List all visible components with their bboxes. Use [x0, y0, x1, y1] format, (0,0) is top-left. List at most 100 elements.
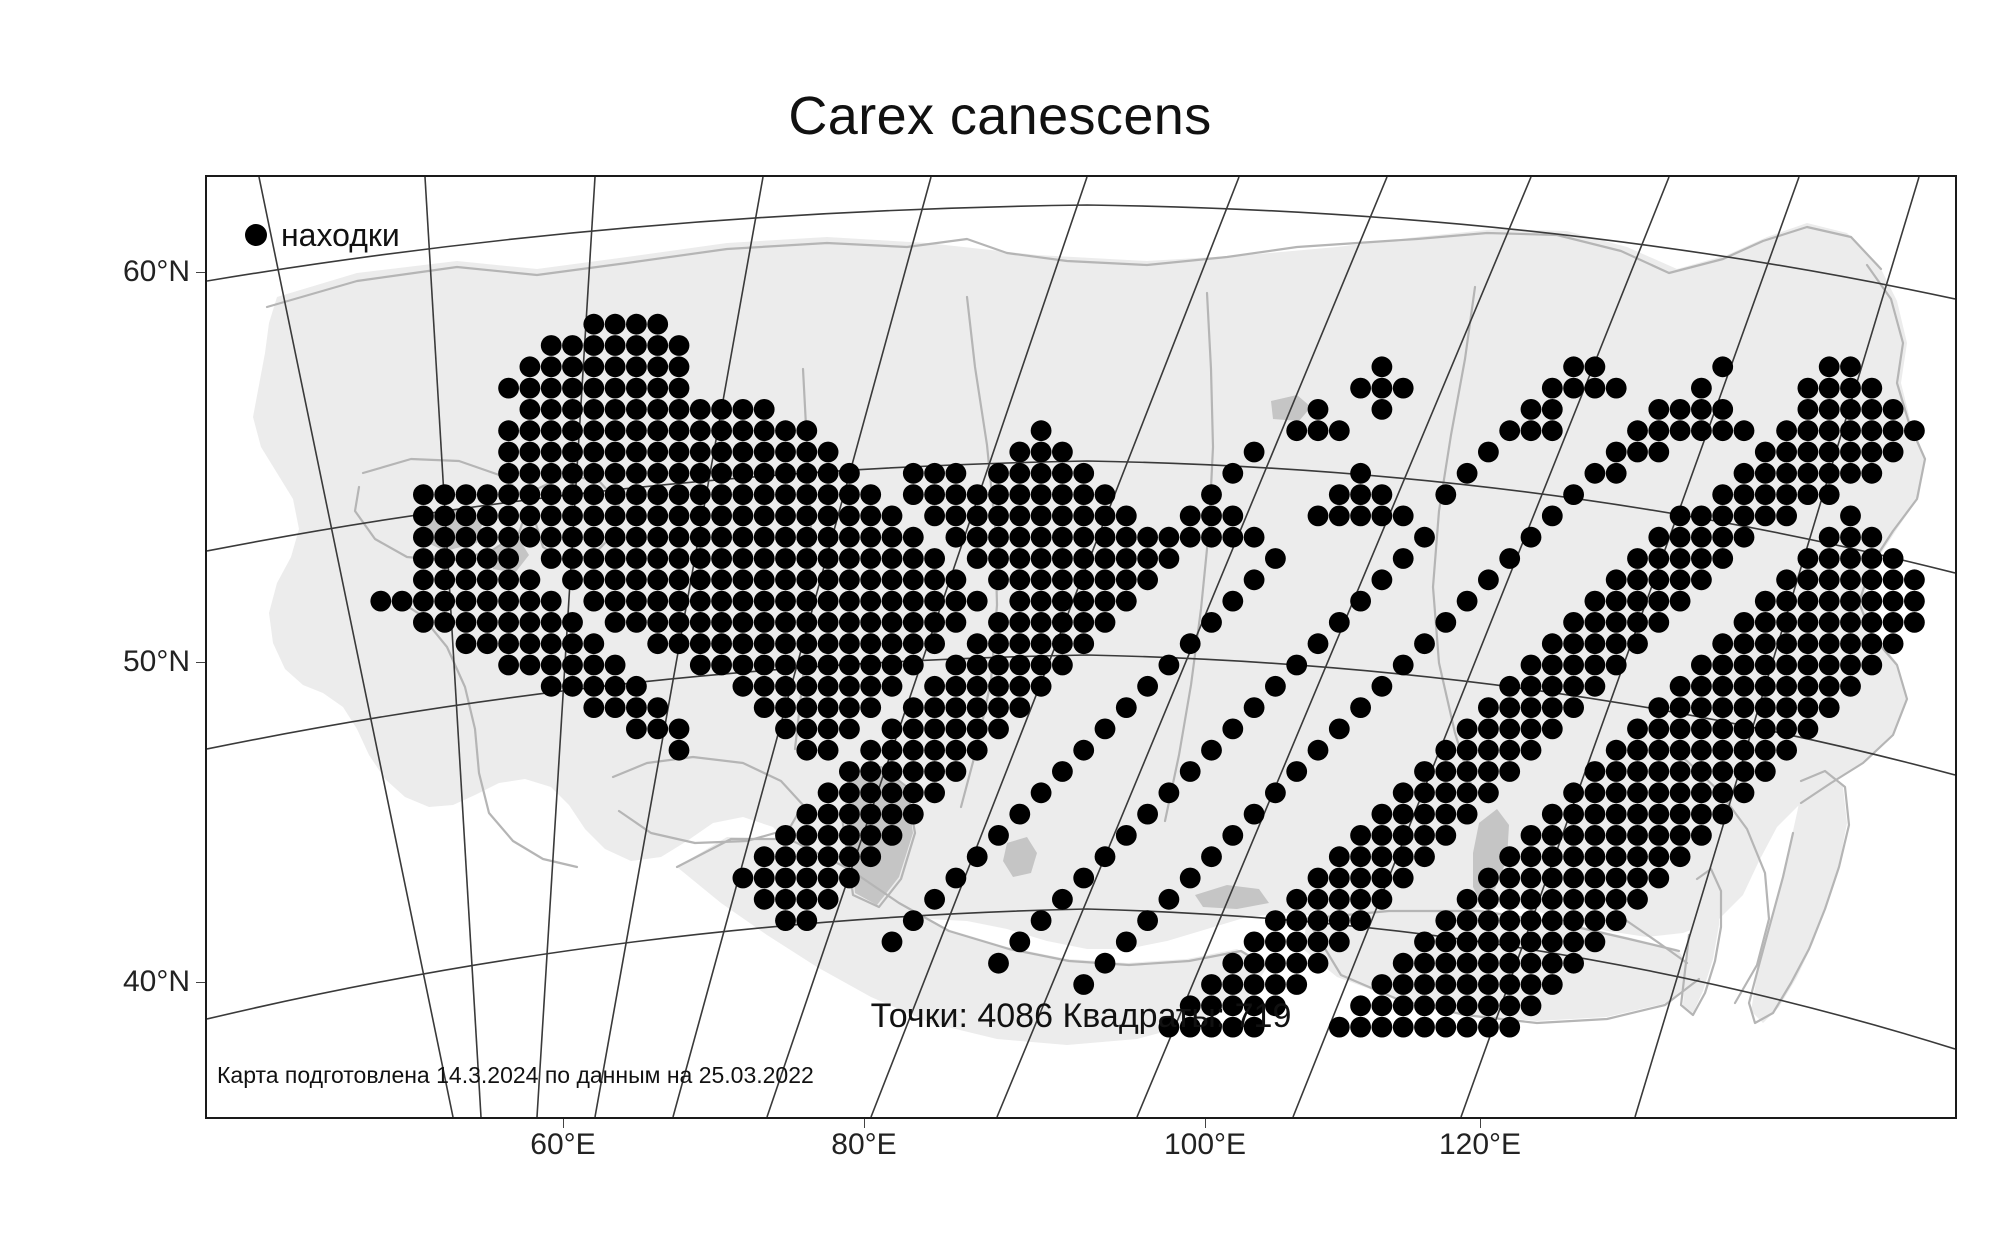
occurrence-dot: [1520, 825, 1542, 846]
occurrence-dot: [1414, 1016, 1435, 1038]
occurrence-dot: [839, 612, 860, 633]
occurrence-dot: [1882, 548, 1904, 569]
occurrence-dot: [604, 377, 626, 399]
occurrence-dot: [1691, 399, 1712, 420]
occurrence-dot: [711, 633, 732, 655]
occurrence-dot: [1052, 590, 1073, 612]
occurrence-dot: [1286, 910, 1308, 931]
occurrence-dot: [498, 420, 519, 442]
occurrence-dot: [1627, 888, 1648, 910]
occurrence-dot: [775, 910, 796, 931]
occurrence-dot: [839, 846, 860, 868]
occurrence-dot: [1776, 484, 1797, 505]
occurrence-dot: [626, 377, 647, 399]
occurrence-dot: [796, 505, 818, 527]
occurrence-dot: [583, 548, 605, 569]
occurrence-dot: [1754, 441, 1776, 463]
occurrence-dot: [817, 548, 839, 569]
occurrence-dot: [1563, 377, 1584, 399]
occurrence-dot: [519, 462, 541, 484]
occurrence-dot: [1904, 420, 1925, 442]
occurrence-dot: [1605, 867, 1627, 889]
occurrence-dot: [732, 462, 754, 484]
occurrence-dot: [1563, 846, 1584, 868]
occurrence-dot: [924, 697, 945, 718]
occurrence-dot: [1009, 633, 1031, 655]
occurrence-dot: [1627, 718, 1648, 740]
occurrence-dot: [1541, 399, 1563, 420]
occurrence-dot: [945, 739, 967, 761]
occurrence-dot: [540, 675, 562, 697]
occurrence-dot: [1754, 484, 1776, 505]
occurrence-dot: [647, 399, 669, 420]
occurrence-dot: [604, 548, 626, 569]
occurrence-dot: [988, 952, 1009, 974]
occurrence-dot: [1627, 846, 1648, 868]
occurrence-dot: [1648, 761, 1670, 782]
occurrence-dot: [839, 569, 860, 591]
occurrence-dot: [455, 633, 477, 655]
occurrence-dot: [1584, 910, 1606, 931]
occurrence-dot: [1861, 441, 1883, 463]
occurrence-dot: [1754, 633, 1776, 655]
occurrence-dot: [1137, 910, 1158, 931]
occurrence-dot: [796, 739, 818, 761]
occurrence-dot: [1435, 761, 1457, 782]
occurrence-dot: [434, 612, 456, 633]
occurrence-dot: [860, 590, 882, 612]
occurrence-dot: [796, 420, 818, 442]
occurrence-dot: [1648, 803, 1670, 825]
occurrence-dot: [1414, 803, 1435, 825]
occurrence-dot: [1818, 569, 1840, 591]
occurrence-dot: [647, 356, 669, 378]
occurrence-dot: [1712, 548, 1734, 569]
occurrence-dot: [924, 888, 945, 910]
occurrence-dot: [1776, 462, 1797, 484]
occurrence-dot: [1243, 803, 1265, 825]
occurrence-dot: [817, 803, 839, 825]
occurrence-dot: [1435, 612, 1457, 633]
occurrence-dot: [1435, 952, 1457, 974]
occurrence-dot: [1222, 974, 1244, 995]
occurrence-dot: [1435, 782, 1457, 804]
occurrence-dot: [604, 441, 626, 463]
occurrence-dot: [689, 484, 711, 505]
occurrence-dot: [1392, 952, 1414, 974]
occurrence-dot: [753, 441, 775, 463]
occurrence-dot: [583, 697, 605, 718]
occurrence-dot: [519, 590, 541, 612]
occurrence-dot: [498, 612, 519, 633]
occurrence-dot: [1712, 739, 1734, 761]
occurrence-dot: [626, 590, 647, 612]
occurrence-dot: [1733, 484, 1755, 505]
occurrence-dot: [1478, 761, 1499, 782]
occurrence-dot: [1797, 377, 1819, 399]
occurrence-dot: [1861, 526, 1883, 548]
occurrence-dot: [1307, 867, 1329, 889]
occurrence-dot: [1030, 484, 1052, 505]
occurrence-dot: [775, 697, 796, 718]
occurrence-dot: [1541, 846, 1563, 868]
occurrence-dot: [711, 505, 732, 527]
map-plot-area[interactable]: находки Точки: 4086 Квадраты: 719 Карта …: [205, 175, 1957, 1119]
occurrence-dot: [902, 782, 924, 804]
occurrence-dot: [1222, 718, 1244, 740]
occurrence-dot: [1776, 675, 1797, 697]
occurrence-dot: [1584, 654, 1606, 676]
occurrence-dot: [1350, 697, 1371, 718]
occurrence-dot: [753, 548, 775, 569]
occurrence-dot: [1286, 974, 1308, 995]
occurrence-dot: [1350, 825, 1371, 846]
occurrence-dot: [945, 761, 967, 782]
occurrence-dot: [1030, 590, 1052, 612]
occurrence-dot: [817, 569, 839, 591]
occurrence-dot: [1286, 420, 1308, 442]
occurrence-dot: [924, 484, 945, 505]
occurrence-dot: [1584, 377, 1606, 399]
occurrence-dot: [1797, 569, 1819, 591]
occurrence-dot: [711, 462, 732, 484]
occurrence-dot: [604, 313, 626, 335]
occurrence-dot: [1499, 995, 1521, 1017]
occurrence-dot: [1073, 867, 1095, 889]
occurrence-dot: [1691, 782, 1712, 804]
